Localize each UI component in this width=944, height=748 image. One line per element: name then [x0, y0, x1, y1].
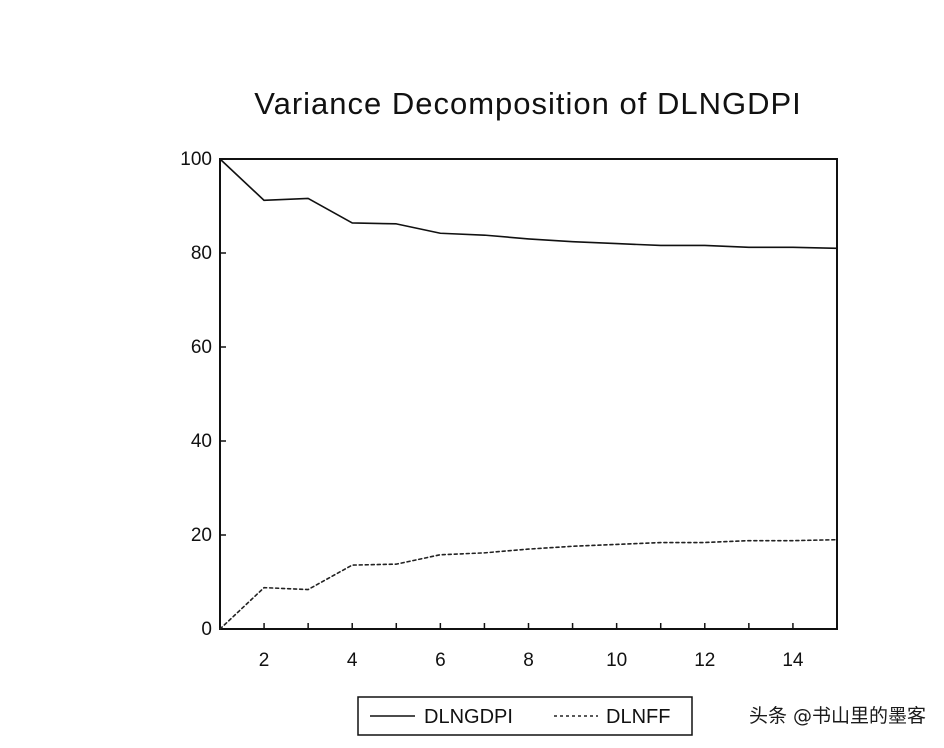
y-tick-label: 60	[191, 337, 212, 358]
y-tick-label: 0	[201, 619, 212, 640]
x-tick-label: 14	[782, 650, 804, 671]
watermark-text: 头条 @书山里的墨客	[748, 705, 926, 727]
legend-label-dlngdpi: DLNGDPI	[424, 706, 513, 728]
y-axis-ticks: 0 20 40 60 80 100	[180, 149, 226, 640]
y-tick-label: 80	[191, 243, 212, 264]
x-tick-label: 6	[435, 650, 446, 671]
plot-frame	[219, 158, 838, 630]
x-tick-label: 4	[347, 650, 358, 671]
x-tick-label: 12	[694, 650, 715, 671]
chart-title: Variance Decomposition of DLNGDPI	[254, 86, 802, 121]
x-tick-label: 2	[259, 650, 270, 671]
x-axis-ticks: 2 4 6 8 10 12 14	[219, 623, 838, 671]
y-tick-label: 20	[191, 525, 212, 546]
x-tick-label: 10	[606, 650, 627, 671]
legend-label-dlnff: DLNFF	[606, 706, 670, 728]
series-layer	[219, 158, 838, 630]
y-tick-label: 40	[191, 431, 212, 452]
series-line-dlnff	[219, 538, 838, 630]
legend: DLNGDPI DLNFF	[357, 696, 693, 736]
series-line-dlngdpi	[219, 158, 838, 250]
x-tick-label: 8	[523, 650, 534, 671]
y-tick-label: 100	[180, 149, 212, 170]
